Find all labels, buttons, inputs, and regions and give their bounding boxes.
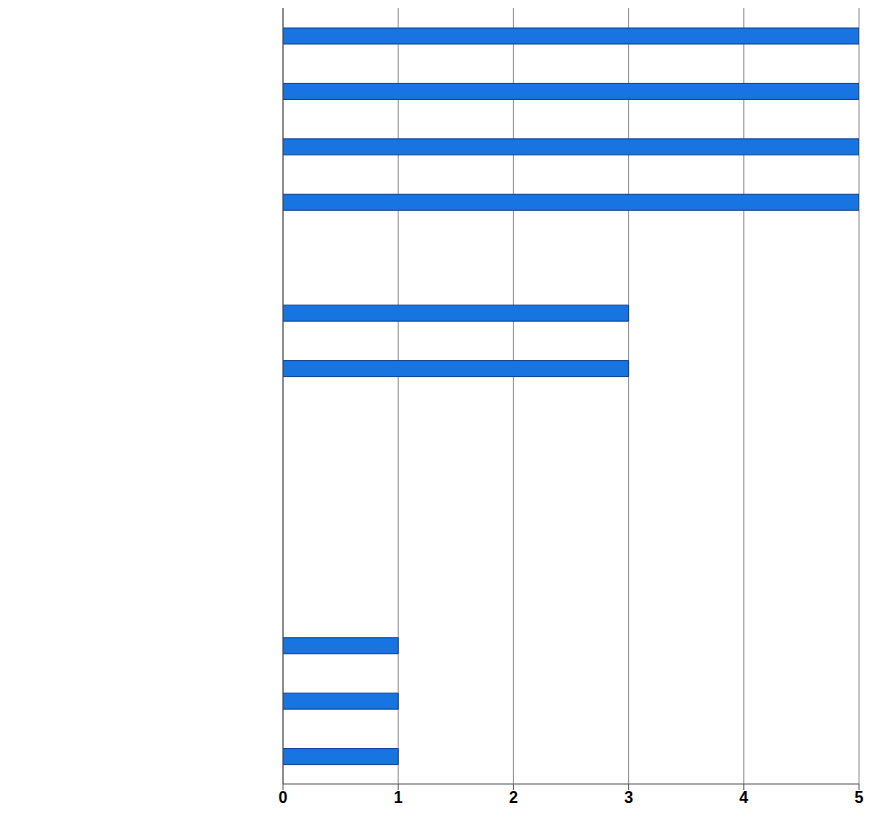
svg-text:4: 4 [739,789,748,806]
svg-text:2: 2 [509,789,518,806]
svg-text:5: 5 [855,789,864,806]
svg-text:3: 3 [624,789,633,806]
svg-text:0: 0 [279,789,288,806]
svg-text:1: 1 [394,789,403,806]
